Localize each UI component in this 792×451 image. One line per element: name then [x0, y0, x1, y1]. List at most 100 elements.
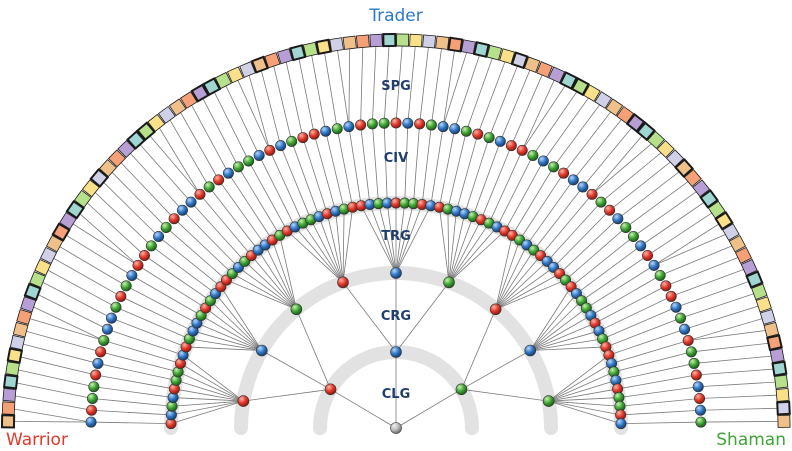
tree-edge — [495, 239, 521, 310]
tree-edge — [495, 273, 560, 310]
leaf-square — [473, 41, 490, 58]
tree-edge — [455, 134, 479, 212]
outer-node — [567, 174, 579, 186]
outer-node — [308, 128, 320, 140]
tree-edge — [529, 300, 582, 351]
tree-edge — [442, 46, 469, 127]
tree-edge — [395, 204, 423, 274]
tree-edge — [259, 64, 282, 146]
outer-node — [378, 117, 390, 129]
tree-edge — [548, 400, 620, 407]
trg-node — [489, 303, 502, 316]
tree-nodes — [85, 117, 707, 434]
tree-edge — [529, 307, 587, 351]
outer-node — [690, 369, 702, 381]
tree-edge — [395, 388, 462, 429]
tree-edge — [24, 316, 104, 341]
tree-edge — [37, 279, 112, 319]
trg-node — [524, 344, 537, 357]
tree-edge — [671, 266, 750, 297]
tree-edge — [172, 400, 244, 407]
outer-node — [685, 346, 697, 358]
leaf-square — [276, 48, 293, 65]
tree-edge — [199, 92, 239, 168]
tree-edge — [177, 107, 219, 181]
crg-node — [455, 383, 468, 396]
leaf-square — [722, 223, 740, 241]
tree-edge — [336, 44, 350, 127]
tree-edge — [438, 128, 456, 208]
tree-edge — [609, 158, 676, 211]
tree-edge — [95, 374, 175, 390]
tree-edge — [659, 243, 738, 276]
tree-edge — [395, 203, 414, 274]
tree-edge — [145, 130, 201, 195]
leaf-square — [382, 32, 397, 48]
tree-edge — [477, 56, 508, 135]
trader-label: Trader — [369, 6, 423, 26]
leaf-square — [523, 56, 541, 73]
tree-edge — [91, 421, 172, 425]
tree-edge — [530, 322, 596, 351]
tree-edge — [192, 330, 262, 351]
leaf-square — [559, 71, 578, 90]
tree-edge — [238, 166, 281, 236]
tree-edge — [200, 315, 262, 351]
tree-edge — [330, 388, 397, 429]
tree-edge — [619, 398, 700, 407]
outer-node — [101, 323, 113, 335]
tree-edge — [158, 236, 222, 288]
leaf-square — [674, 158, 694, 178]
tree-edge — [691, 342, 775, 353]
tree-edge — [115, 306, 190, 340]
leaf-square — [447, 36, 464, 53]
tree-edge — [348, 126, 362, 206]
tree-edge — [530, 346, 606, 351]
leaf-square — [23, 282, 42, 301]
tree-edge — [284, 56, 304, 138]
outer-node — [654, 269, 666, 281]
tree-edge — [543, 92, 593, 162]
outer-node — [297, 132, 309, 144]
tree-edge — [67, 220, 139, 266]
leaf-square — [776, 400, 791, 416]
leaf-square — [117, 139, 136, 159]
tree-edge — [264, 244, 297, 310]
leaf-square — [745, 270, 764, 289]
leaf-square — [409, 33, 423, 48]
leaf-square — [73, 189, 92, 208]
outer-node — [331, 123, 343, 135]
tree-edge — [8, 407, 92, 423]
leaf-square — [289, 44, 307, 62]
tree-edge — [529, 286, 572, 351]
leaf-square — [315, 38, 332, 56]
tree-edge — [171, 400, 244, 416]
leaf-square — [616, 105, 635, 124]
tree-edge — [576, 245, 641, 294]
tree-edge — [287, 230, 344, 283]
tree-edge — [177, 371, 244, 402]
tree-edge — [694, 355, 778, 364]
tree-edge — [421, 125, 432, 205]
tree-edge — [251, 255, 297, 310]
tree-edge — [378, 203, 397, 274]
outer-node — [688, 357, 700, 369]
leaf-square — [107, 149, 127, 168]
outer-node — [138, 249, 150, 261]
tree-edge — [447, 131, 467, 210]
leaf-square — [342, 35, 357, 50]
outer-node — [694, 404, 706, 416]
tree-edge — [615, 363, 695, 381]
outer-node — [660, 280, 672, 292]
leaf-square — [51, 222, 71, 242]
tree-edge — [125, 285, 198, 324]
outer-node — [320, 125, 332, 137]
tree-edge — [613, 351, 692, 373]
tree-edge — [232, 273, 297, 310]
leaf-square — [202, 77, 222, 97]
tree-edge — [248, 160, 288, 232]
leaf-square — [2, 373, 19, 390]
trg-node — [390, 267, 402, 279]
crg-node — [390, 346, 402, 358]
leaf-square — [771, 360, 788, 377]
